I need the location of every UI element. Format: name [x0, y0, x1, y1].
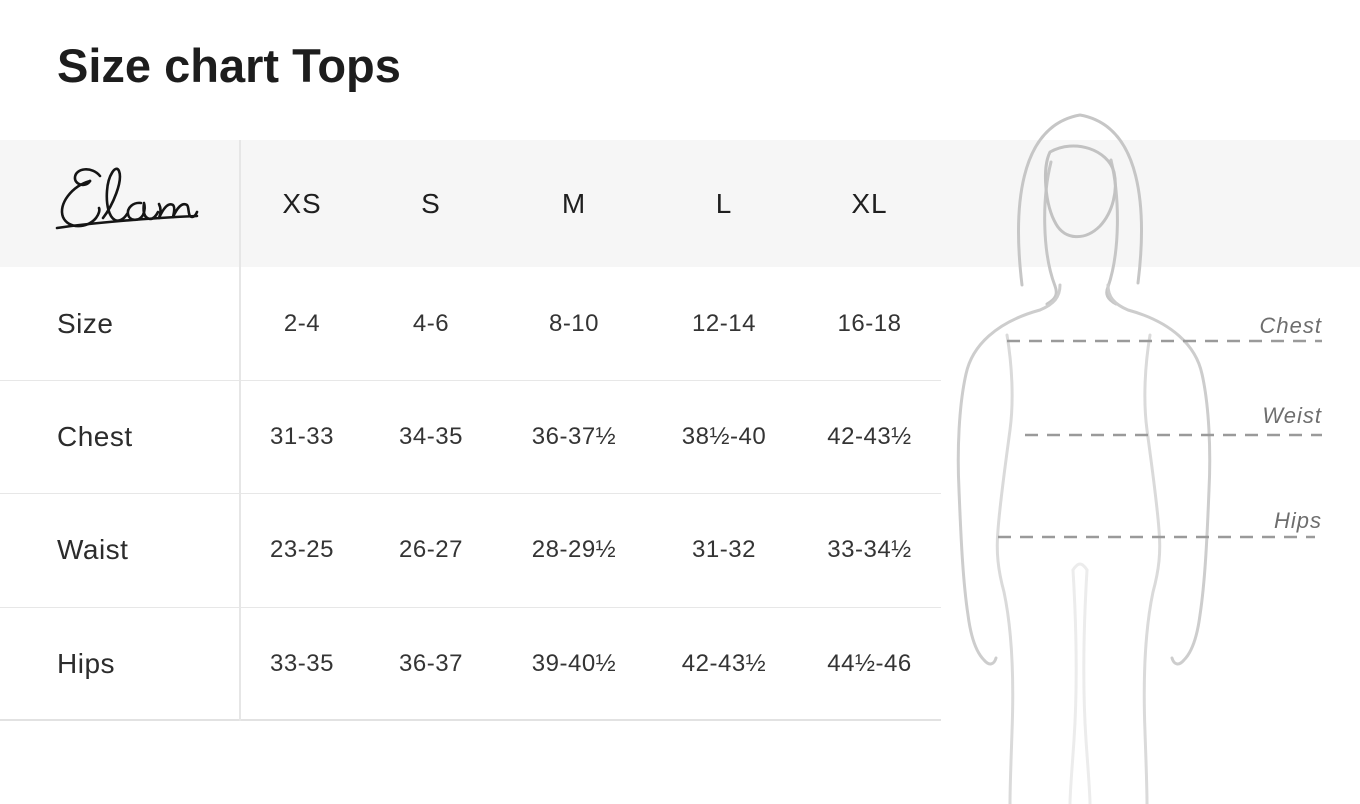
row-divider: [0, 607, 941, 608]
column-header-m: M: [561, 187, 587, 219]
cell-waist-l: 31-32: [692, 536, 756, 563]
cell-hips-s: 36-37: [399, 650, 463, 677]
row-label-chest: Chest: [57, 420, 133, 452]
table-header-band: [0, 140, 1360, 267]
cell-size-s: 4-6: [412, 309, 450, 337]
figure-label-waist: Weist: [1262, 403, 1322, 428]
cell-waist-m: 28-29½: [531, 536, 617, 563]
cell-chest-xs: 31-33: [270, 422, 334, 450]
figure-label-chest: Chest: [1259, 313, 1322, 338]
page-title: Size chart Tops: [57, 39, 401, 92]
cell-size-xs: 2-4: [283, 309, 321, 337]
measurement-dash-lines: [998, 339, 1322, 539]
cell-waist-xs: 23-25: [270, 536, 334, 563]
cell-waist-s: 26-27: [399, 536, 463, 563]
cell-size-xl: 16-18: [837, 309, 902, 337]
body-measurement-figure: [956, 113, 1322, 804]
label-column-divider: [239, 140, 241, 721]
cell-hips-m: 39-40½: [531, 650, 617, 677]
row-label-size: Size: [57, 307, 114, 339]
column-header-xs: XS: [282, 187, 322, 219]
size-table: Elan XS S M L XL Size 2-4 4-6 8-10 12-14…: [0, 140, 941, 721]
cell-chest-s: 34-35: [399, 422, 463, 450]
cell-chest-m: 36-37½: [531, 422, 617, 450]
cell-hips-l: 42-43½: [681, 650, 767, 677]
row-label-hips: Hips: [57, 648, 116, 679]
cell-hips-xs: 33-35: [270, 650, 334, 677]
column-header-xl: XL: [851, 187, 888, 219]
brand-logo: Elan: [0, 140, 240, 267]
cell-size-l: 12-14: [692, 309, 756, 337]
column-header-l: L: [715, 187, 733, 219]
figure-torso: [995, 333, 1162, 804]
cell-chest-xl: 42-43½: [827, 422, 912, 450]
row-label-waist: Waist: [57, 534, 129, 565]
figure-label-hips: Hips: [1273, 508, 1322, 533]
figure-hair: [1017, 113, 1143, 306]
brand-signature-elan-icon: [55, 167, 199, 230]
row-divider: [0, 380, 941, 381]
cell-hips-xl: 44½-46: [827, 650, 912, 677]
figure-face: [1044, 144, 1117, 239]
figure-arms: [956, 283, 1212, 666]
row-divider: [0, 493, 941, 494]
cell-chest-l: 38½-40: [681, 422, 767, 450]
figure-legs: [1068, 562, 1092, 804]
table-bottom-border: [0, 719, 941, 721]
cell-size-m: 8-10: [548, 309, 600, 337]
column-header-s: S: [421, 187, 441, 219]
cell-waist-xl: 33-34½: [827, 536, 912, 563]
